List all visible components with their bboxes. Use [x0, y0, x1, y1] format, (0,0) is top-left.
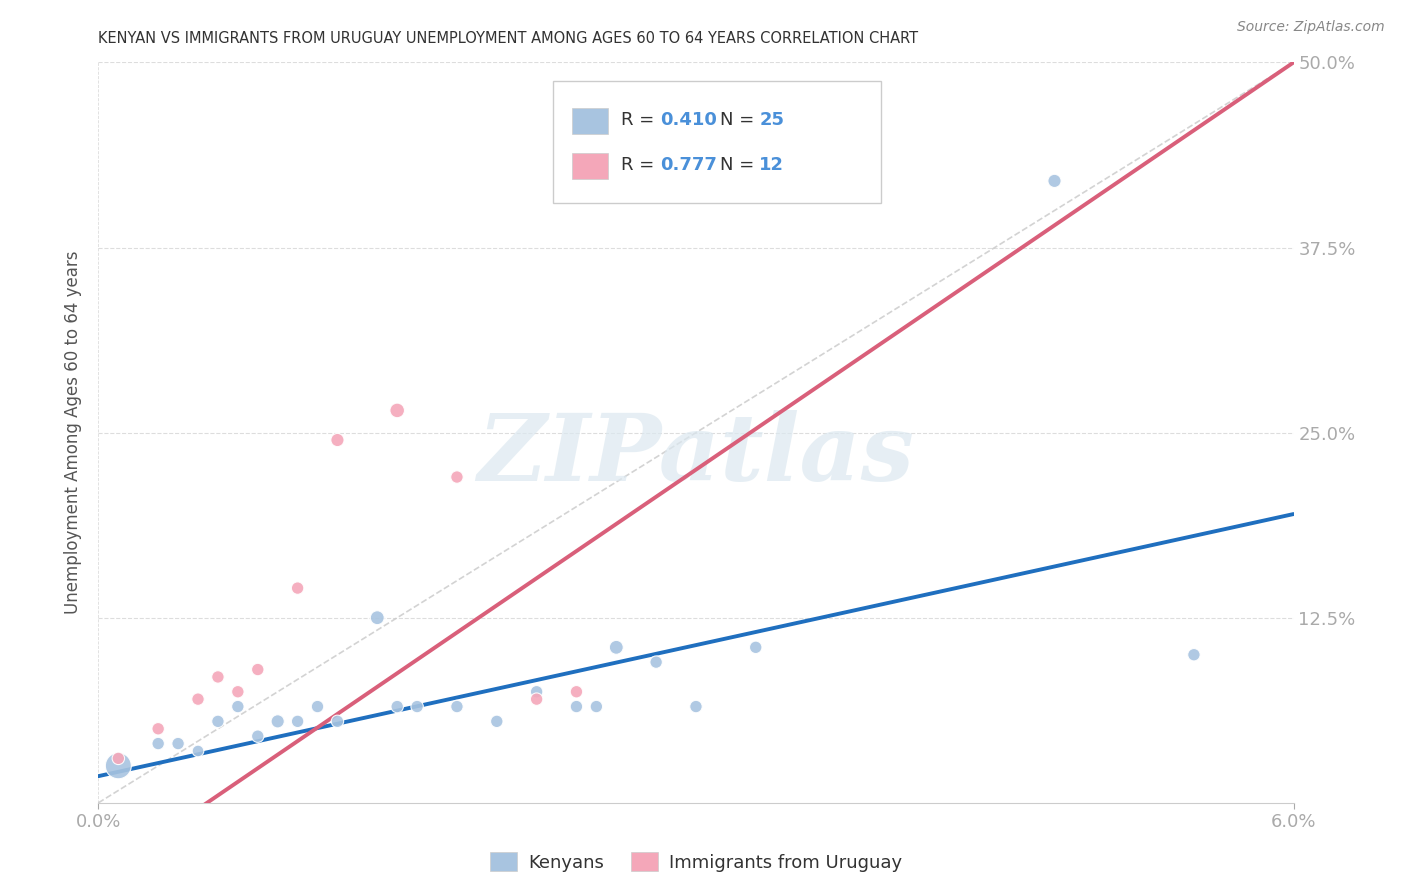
Point [1182, 648, 1205, 662]
Point [446, 470, 468, 484]
Text: KENYAN VS IMMIGRANTS FROM URUGUAY UNEMPLOYMENT AMONG AGES 60 TO 64 YEARS CORRELA: KENYAN VS IMMIGRANTS FROM URUGUAY UNEMPL… [98, 31, 918, 46]
Text: N =: N = [720, 155, 759, 174]
Point [307, 699, 329, 714]
Point [226, 685, 249, 699]
Text: 25: 25 [759, 112, 785, 129]
Point [605, 640, 627, 655]
Point [366, 610, 388, 624]
Text: 12: 12 [759, 155, 785, 174]
Point [207, 670, 229, 684]
Y-axis label: Unemployment Among Ages 60 to 64 years: Unemployment Among Ages 60 to 64 years [63, 251, 82, 615]
Point [565, 699, 588, 714]
Point [585, 699, 607, 714]
Text: N =: N = [720, 112, 759, 129]
Point [385, 699, 409, 714]
Text: R =: R = [620, 112, 659, 129]
Point [148, 737, 170, 751]
Text: 0.410: 0.410 [661, 112, 717, 129]
Text: R =: R = [620, 155, 659, 174]
Point [485, 714, 508, 729]
Point [187, 692, 209, 706]
Point [1043, 174, 1066, 188]
Point [526, 692, 548, 706]
Point [326, 433, 349, 447]
FancyBboxPatch shape [572, 108, 607, 135]
Point [385, 403, 409, 417]
Text: Source: ZipAtlas.com: Source: ZipAtlas.com [1237, 20, 1385, 34]
Point [107, 751, 129, 765]
Point [446, 699, 468, 714]
Point [246, 729, 269, 743]
FancyBboxPatch shape [553, 81, 882, 203]
Point [207, 714, 229, 729]
Point [167, 737, 190, 751]
Point [406, 699, 429, 714]
Point [187, 744, 209, 758]
Legend: Kenyans, Immigrants from Uruguay: Kenyans, Immigrants from Uruguay [482, 845, 910, 879]
Point [526, 685, 548, 699]
Point [246, 663, 269, 677]
FancyBboxPatch shape [572, 153, 607, 178]
Point [685, 699, 707, 714]
Text: ZIPatlas: ZIPatlas [478, 409, 914, 500]
Point [148, 722, 170, 736]
Text: 0.777: 0.777 [661, 155, 717, 174]
Point [267, 714, 290, 729]
Point [565, 685, 588, 699]
Point [745, 640, 768, 655]
Point [226, 699, 249, 714]
Point [287, 714, 309, 729]
Point [107, 758, 129, 772]
Point [645, 655, 668, 669]
Point [326, 714, 349, 729]
Point [287, 581, 309, 595]
